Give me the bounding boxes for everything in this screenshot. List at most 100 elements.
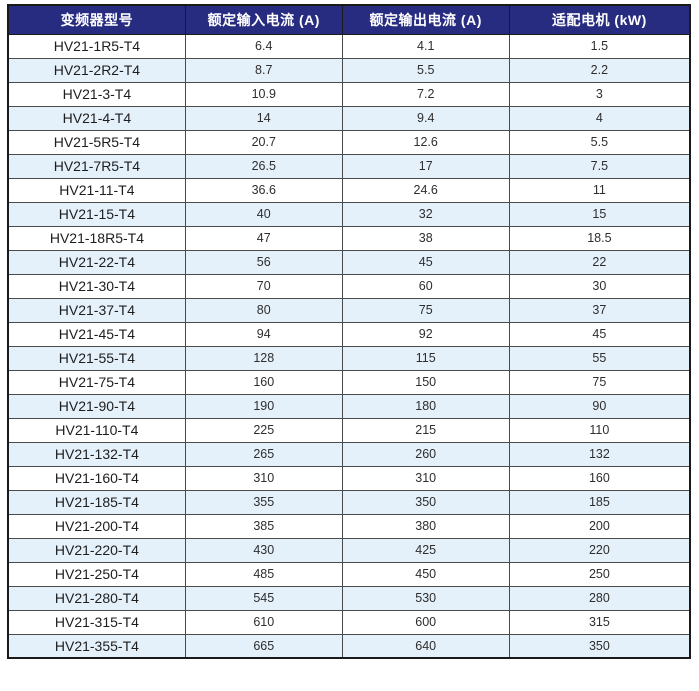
- cell-input-current: 8.7: [184, 57, 343, 83]
- cell-output-current: 115: [341, 345, 510, 371]
- table-row: HV21-132-T4 265 260 132: [7, 441, 691, 467]
- cell-model: HV21-315-T4: [7, 609, 186, 635]
- cell-output-current: 350: [341, 489, 510, 515]
- table-row: HV21-45-T4 94 92 45: [7, 321, 691, 347]
- cell-output-current: 7.2: [341, 81, 510, 107]
- cell-motor-kw: 90: [508, 393, 691, 419]
- table-row: HV21-2R2-T4 8.7 5.5 2.2: [7, 57, 691, 83]
- cell-output-current: 17: [341, 153, 510, 179]
- cell-model: HV21-7R5-T4: [7, 153, 186, 179]
- cell-motor-kw: 5.5: [508, 129, 691, 155]
- cell-model: HV21-1R5-T4: [7, 33, 186, 59]
- cell-input-current: 310: [184, 465, 343, 491]
- cell-output-current: 380: [341, 513, 510, 539]
- cell-model: HV21-185-T4: [7, 489, 186, 515]
- cell-model: HV21-45-T4: [7, 321, 186, 347]
- cell-model: HV21-4-T4: [7, 105, 186, 131]
- cell-output-current: 530: [341, 585, 510, 611]
- table-row: HV21-280-T4 545 530 280: [7, 585, 691, 611]
- cell-input-current: 225: [184, 417, 343, 443]
- table-row: HV21-250-T4 485 450 250: [7, 561, 691, 587]
- table-row: HV21-90-T4 190 180 90: [7, 393, 691, 419]
- cell-model: HV21-15-T4: [7, 201, 186, 227]
- cell-motor-kw: 315: [508, 609, 691, 635]
- cell-model: HV21-37-T4: [7, 297, 186, 323]
- cell-output-current: 12.6: [341, 129, 510, 155]
- table-row: HV21-220-T4 430 425 220: [7, 537, 691, 563]
- table-row: HV21-200-T4 385 380 200: [7, 513, 691, 539]
- table-row: HV21-22-T4 56 45 22: [7, 249, 691, 275]
- inverter-spec-table-container: 变频器型号 额定输入电流 (A) 额定输出电流 (A) 适配电机 (kW) HV…: [7, 4, 691, 659]
- cell-output-current: 215: [341, 417, 510, 443]
- table-row: HV21-185-T4 355 350 185: [7, 489, 691, 515]
- cell-input-current: 265: [184, 441, 343, 467]
- cell-output-current: 640: [341, 633, 510, 659]
- cell-motor-kw: 280: [508, 585, 691, 611]
- cell-model: HV21-250-T4: [7, 561, 186, 587]
- cell-input-current: 6.4: [184, 33, 343, 59]
- cell-output-current: 32: [341, 201, 510, 227]
- cell-input-current: 665: [184, 633, 343, 659]
- cell-model: HV21-5R5-T4: [7, 129, 186, 155]
- table-row: HV21-110-T4 225 215 110: [7, 417, 691, 443]
- cell-input-current: 40: [184, 201, 343, 227]
- table-row: HV21-3-T4 10.9 7.2 3: [7, 81, 691, 107]
- table-row: HV21-160-T4 310 310 160: [7, 465, 691, 491]
- table-row: HV21-4-T4 14 9.4 4: [7, 105, 691, 131]
- cell-output-current: 150: [341, 369, 510, 395]
- cell-input-current: 10.9: [184, 81, 343, 107]
- table-row: HV21-315-T4 610 600 315: [7, 609, 691, 635]
- cell-output-current: 92: [341, 321, 510, 347]
- cell-motor-kw: 160: [508, 465, 691, 491]
- table-row: HV21-5R5-T4 20.7 12.6 5.5: [7, 129, 691, 155]
- cell-motor-kw: 15: [508, 201, 691, 227]
- cell-input-current: 430: [184, 537, 343, 563]
- cell-input-current: 355: [184, 489, 343, 515]
- cell-motor-kw: 55: [508, 345, 691, 371]
- cell-output-current: 45: [341, 249, 510, 275]
- cell-model: HV21-280-T4: [7, 585, 186, 611]
- cell-motor-kw: 350: [508, 633, 691, 659]
- cell-output-current: 600: [341, 609, 510, 635]
- cell-model: HV21-90-T4: [7, 393, 186, 419]
- cell-motor-kw: 7.5: [508, 153, 691, 179]
- cell-input-current: 80: [184, 297, 343, 323]
- cell-motor-kw: 37: [508, 297, 691, 323]
- cell-input-current: 385: [184, 513, 343, 539]
- cell-motor-kw: 200: [508, 513, 691, 539]
- table-header-row: 变频器型号 额定输入电流 (A) 额定输出电流 (A) 适配电机 (kW): [7, 4, 691, 35]
- cell-model: HV21-200-T4: [7, 513, 186, 539]
- table-row: HV21-37-T4 80 75 37: [7, 297, 691, 323]
- cell-input-current: 94: [184, 321, 343, 347]
- cell-input-current: 26.5: [184, 153, 343, 179]
- cell-input-current: 14: [184, 105, 343, 131]
- cell-output-current: 425: [341, 537, 510, 563]
- table-row: HV21-1R5-T4 6.4 4.1 1.5: [7, 33, 691, 59]
- cell-output-current: 75: [341, 297, 510, 323]
- cell-model: HV21-355-T4: [7, 633, 186, 659]
- cell-output-current: 310: [341, 465, 510, 491]
- table-row: HV21-11-T4 36.6 24.6 11: [7, 177, 691, 203]
- cell-motor-kw: 250: [508, 561, 691, 587]
- cell-input-current: 36.6: [184, 177, 343, 203]
- cell-input-current: 190: [184, 393, 343, 419]
- table-row: HV21-15-T4 40 32 15: [7, 201, 691, 227]
- cell-input-current: 610: [184, 609, 343, 635]
- cell-output-current: 60: [341, 273, 510, 299]
- cell-motor-kw: 110: [508, 417, 691, 443]
- cell-output-current: 5.5: [341, 57, 510, 83]
- cell-model: HV21-11-T4: [7, 177, 186, 203]
- cell-motor-kw: 11: [508, 177, 691, 203]
- col-header-input-current: 额定输入电流 (A): [184, 4, 343, 35]
- col-header-model: 变频器型号: [7, 4, 186, 35]
- cell-motor-kw: 132: [508, 441, 691, 467]
- cell-motor-kw: 18.5: [508, 225, 691, 251]
- cell-output-current: 4.1: [341, 33, 510, 59]
- table-row: HV21-30-T4 70 60 30: [7, 273, 691, 299]
- cell-input-current: 20.7: [184, 129, 343, 155]
- cell-input-current: 485: [184, 561, 343, 587]
- col-header-output-current: 额定输出电流 (A): [341, 4, 510, 35]
- cell-input-current: 70: [184, 273, 343, 299]
- cell-input-current: 545: [184, 585, 343, 611]
- cell-input-current: 128: [184, 345, 343, 371]
